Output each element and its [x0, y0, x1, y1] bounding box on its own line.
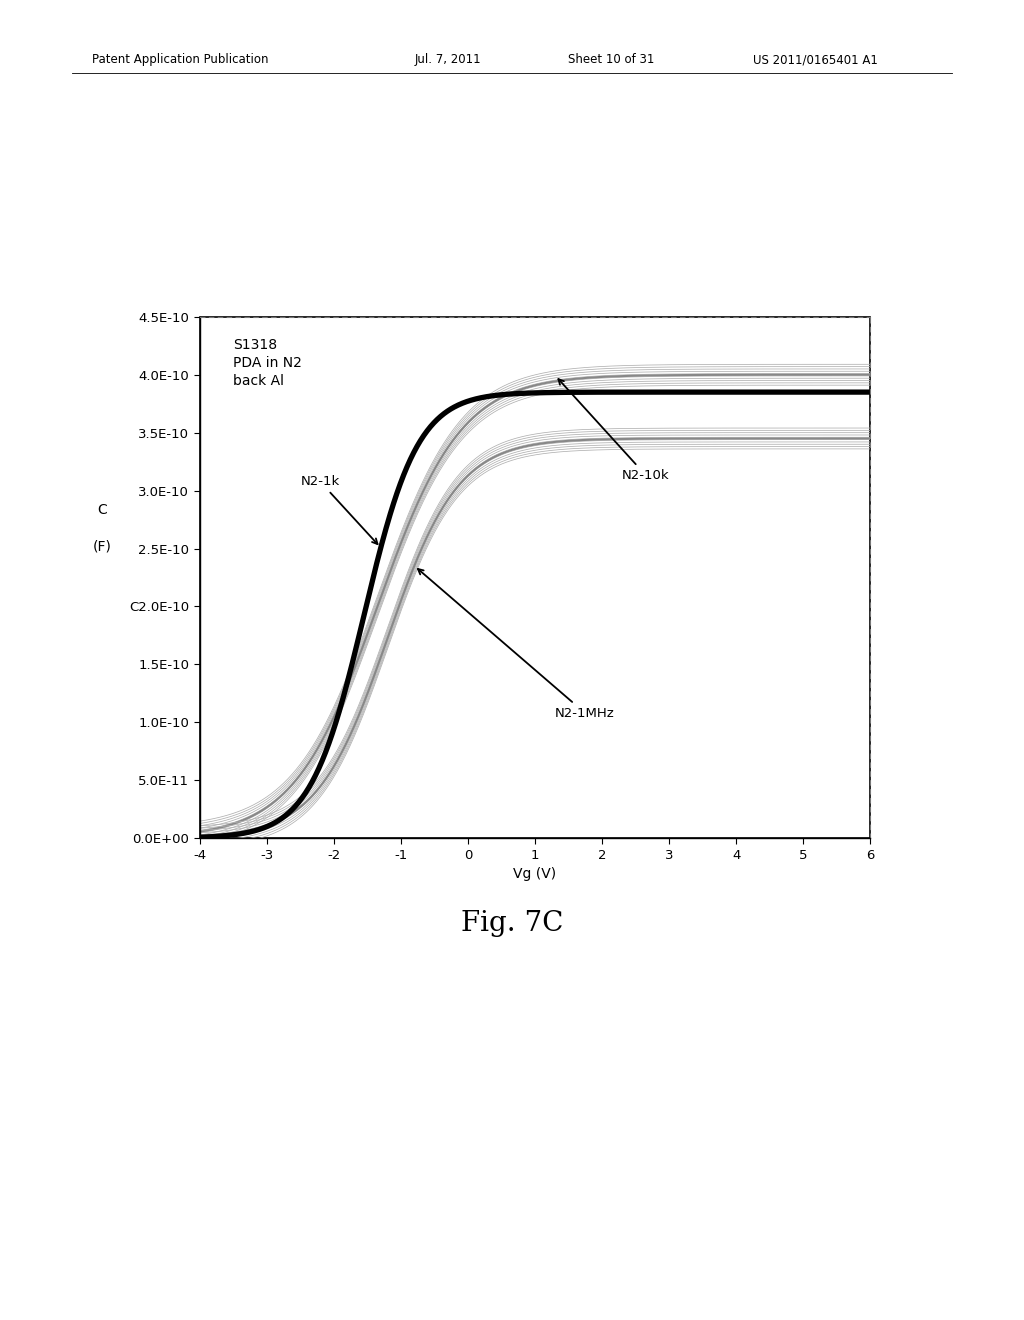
Text: Jul. 7, 2011: Jul. 7, 2011: [415, 53, 481, 66]
Text: N2-1k: N2-1k: [300, 475, 378, 544]
Text: Fig. 7C: Fig. 7C: [461, 909, 563, 937]
Text: C: C: [97, 503, 108, 516]
Text: (F): (F): [93, 539, 112, 553]
Text: US 2011/0165401 A1: US 2011/0165401 A1: [753, 53, 878, 66]
Text: Patent Application Publication: Patent Application Publication: [92, 53, 268, 66]
Text: N2-1MHz: N2-1MHz: [418, 569, 614, 719]
Text: S1318
PDA in N2
back Al: S1318 PDA in N2 back Al: [233, 338, 302, 388]
Text: N2-10k: N2-10k: [558, 379, 670, 482]
Text: Sheet 10 of 31: Sheet 10 of 31: [568, 53, 654, 66]
X-axis label: Vg (V): Vg (V): [513, 867, 557, 882]
